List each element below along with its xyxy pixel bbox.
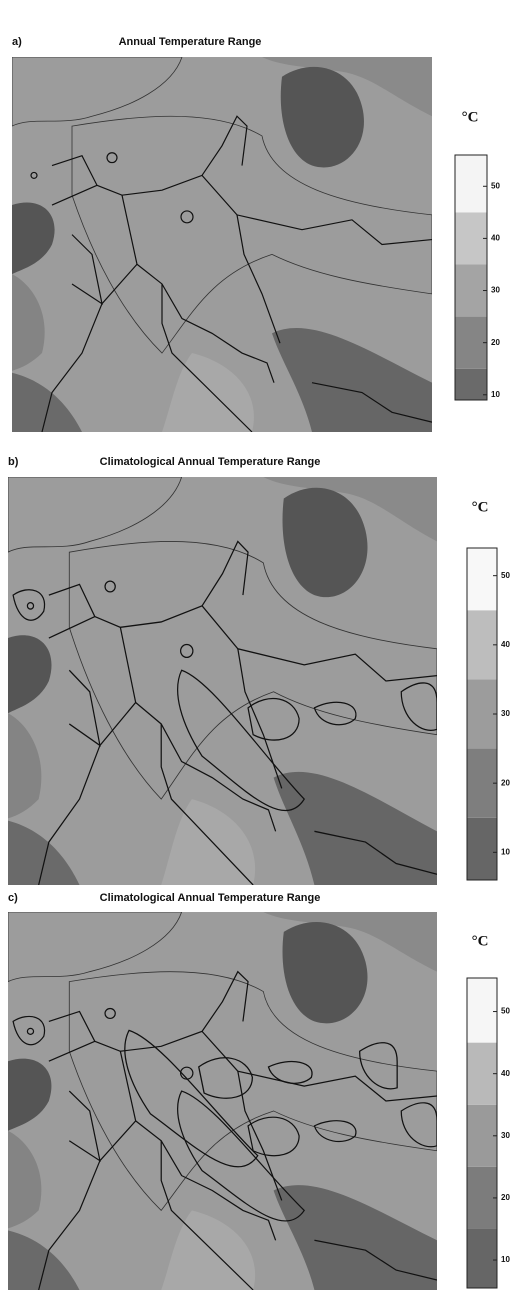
colorbar-tick-label: 40: [501, 640, 510, 649]
colorbar-tick-label: 20: [501, 778, 510, 787]
colorbar-band: [467, 818, 497, 880]
colorbar-tick-label: 30: [491, 286, 500, 295]
colorbar-tick-label: 50: [491, 181, 500, 190]
colorbar-tick-label: 50: [501, 1007, 510, 1016]
colorbar-band: [455, 155, 487, 212]
colorbar-tick-label: 10: [501, 1255, 510, 1264]
panel-title: Climatological Annual Temperature Range: [100, 892, 321, 904]
colorbar-tick-label: 20: [501, 1193, 510, 1202]
colorbar-band: [455, 317, 487, 369]
map: [12, 57, 432, 432]
colorbar-band: [455, 369, 487, 400]
colorbar-tick-label: 30: [501, 1131, 510, 1140]
panel-b: b) Climatological Annual Temperature Ran…: [8, 456, 510, 885]
panel-a: a) Annual Temperature Range °C 10 20 30 40 5…: [12, 36, 500, 432]
panel-title: Annual Temperature Range: [119, 36, 262, 48]
colorbar-band: [455, 212, 487, 264]
colorbar-band: [467, 548, 497, 610]
colorbar-band: [467, 1167, 497, 1229]
colorbar-unit: °C: [472, 499, 489, 515]
colorbar-tick-label: 20: [491, 338, 500, 347]
panel-label: a): [12, 36, 22, 48]
map: [0, 912, 437, 1290]
colorbar-tick-label: 10: [501, 847, 510, 856]
panel-title: Climatological Annual Temperature Range: [100, 456, 321, 468]
colorbar-unit: °C: [472, 933, 489, 949]
colorbar-band: [467, 610, 497, 679]
panel-c: c) Climatological Annual Temperature Ran…: [0, 892, 510, 1290]
colorbar-tick-label: 40: [501, 1069, 510, 1078]
colorbar-unit: °C: [462, 109, 479, 125]
colorbar-tick-label: 10: [491, 390, 500, 399]
panel-label: b): [8, 456, 19, 468]
colorbar-tick-label: 40: [491, 234, 500, 243]
panel-label: c): [8, 892, 18, 904]
colorbar-band: [467, 749, 497, 818]
map: [8, 477, 437, 885]
colorbar-band: [467, 978, 497, 1043]
colorbar-band: [467, 1043, 497, 1105]
figure: a) Annual Temperature Range °C 10 20 30 40 5…: [0, 0, 513, 1292]
colorbar-band: [467, 1229, 497, 1288]
colorbar-band: [455, 264, 487, 316]
colorbar-band: [467, 1105, 497, 1167]
colorbar-tick-label: 50: [501, 571, 510, 580]
colorbar-band: [467, 679, 497, 748]
colorbar-tick-label: 30: [501, 709, 510, 718]
